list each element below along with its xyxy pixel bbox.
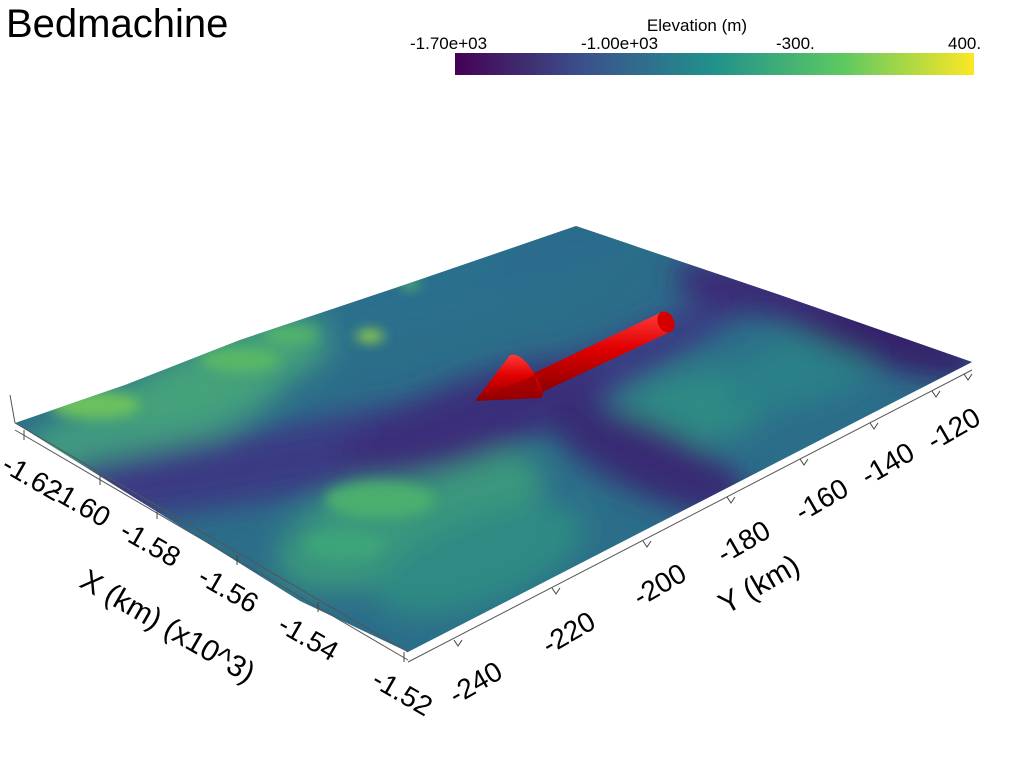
colorbar-tick-label: -1.70e+03	[410, 34, 488, 53]
x-axis-ticks	[23, 430, 405, 662]
vertical-axis-edge	[9, 394, 16, 424]
y-axis-line	[407, 369, 973, 663]
y-tick-label: -200	[628, 557, 692, 612]
flow-direction-arrow	[475, 311, 675, 401]
colorbar-title: Elevation (m)	[646, 16, 748, 35]
y-tick-label: -240	[444, 655, 508, 710]
y-tick-label: -160	[790, 472, 854, 527]
colorbar-tick-label: 400.	[948, 34, 982, 53]
x-tick-label: -1.54	[273, 608, 344, 667]
y-tick-label: -220	[537, 605, 601, 660]
y-tick-label: -120	[922, 401, 986, 456]
colorbar	[455, 53, 974, 75]
x-axis-baseline	[14, 429, 409, 661]
plot-title: Bedmachine	[6, 2, 229, 46]
y-tick-label: -140	[856, 436, 920, 491]
x-axis-line	[14, 422, 409, 653]
axes-frame	[9, 369, 973, 663]
colorbar-tick-label: -300.	[776, 34, 815, 53]
bed-elevation-surface	[15, 226, 972, 652]
x-tick-label: -1.52	[367, 663, 438, 722]
colorbar-tick-label: -1.00e+03	[581, 34, 659, 53]
y-axis-ticks	[453, 373, 973, 647]
